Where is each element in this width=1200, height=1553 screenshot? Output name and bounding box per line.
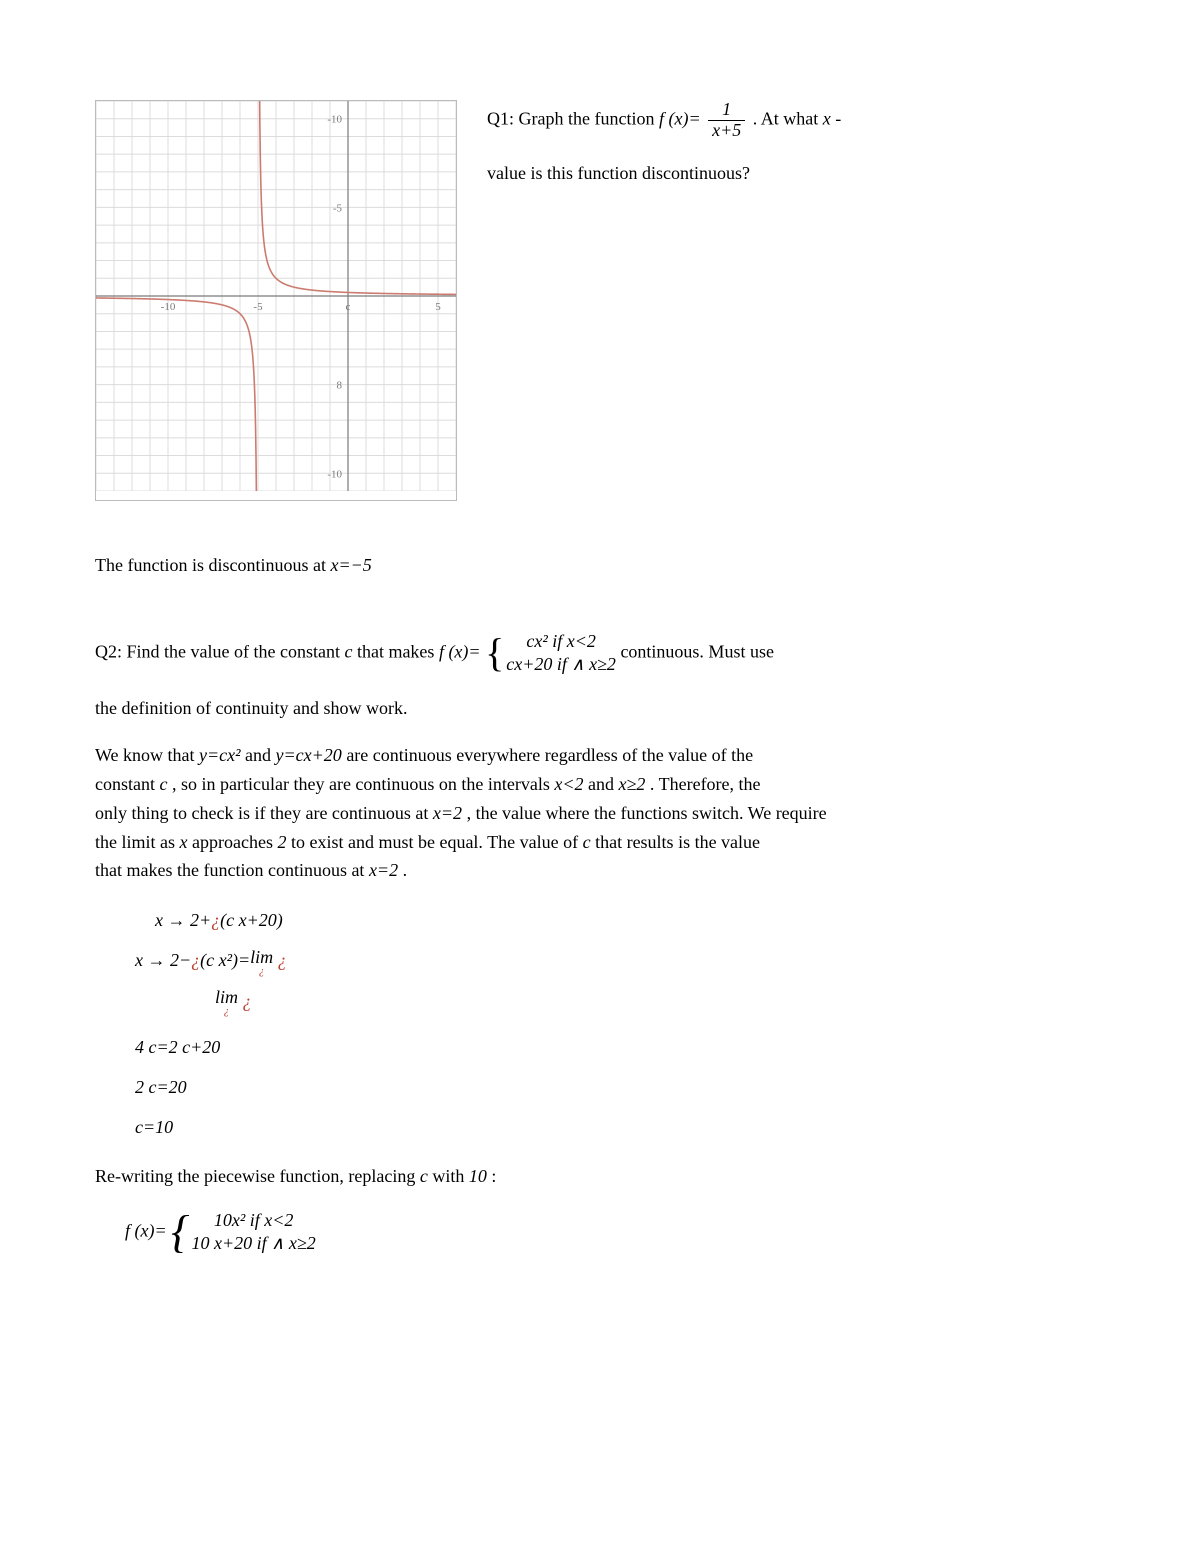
wl1a: x → 2+ (155, 910, 211, 930)
q1-text-b: . At what (753, 108, 823, 128)
frac-num: 1 (708, 100, 745, 121)
q1-text-a: Q1: Graph the function (487, 108, 659, 128)
limtop1: lim (250, 948, 273, 966)
wl2i: ¿ (191, 950, 200, 970)
int1: x<2 (554, 774, 583, 794)
q1-line2: value is this function discontinuous? (487, 159, 1105, 188)
n2: 2 (277, 832, 286, 852)
final-lhs: f (x)= (125, 1221, 167, 1241)
eq-x2b: x=2 (369, 860, 398, 880)
q2-para1: We know that y=cx² and y=cx+20 are conti… (95, 741, 1105, 885)
t3: are continuous everywhere regardless of … (346, 745, 753, 765)
eq-y1: y=cx² (199, 745, 241, 765)
svg-text:-10: -10 (161, 301, 176, 313)
final-piecewise: { 10x² if x<2 10 x+20 if ∧ x≥2 (171, 1209, 316, 1256)
svg-text:-10: -10 (327, 114, 342, 126)
work-l6: c=10 (135, 1110, 1105, 1144)
lim1: lim¿ (250, 948, 273, 977)
svg-text:8: 8 (337, 380, 343, 392)
work-l5: 2 c=20 (135, 1070, 1105, 1104)
t8: only thing to check is if they are conti… (95, 803, 433, 823)
t1: We know that (95, 745, 199, 765)
document-page: -10-5c5-10-58-10 Q1: Graph the function … (0, 0, 1200, 1553)
eq-x2: x=2 (433, 803, 462, 823)
q2-prompt-line1: Q2: Find the value of the constant c tha… (95, 630, 1105, 677)
svg-text:-5: -5 (333, 202, 343, 214)
wl2b: (c x²)= (200, 950, 250, 970)
t14: that makes the function continuous at (95, 860, 369, 880)
t15: . (403, 860, 408, 880)
svg-text:c: c (346, 301, 351, 313)
q1-answer: The function is discontinuous at x=−5 (95, 551, 1105, 580)
lim2: lim¿ (215, 988, 238, 1017)
work-l3: lim¿ ¿ (215, 984, 1105, 1018)
limtop2: lim (215, 988, 238, 1006)
q1-fraction: 1 x+5 (708, 100, 745, 141)
q1-var-x: x (823, 108, 831, 128)
left-brace-icon: { (485, 633, 504, 673)
t11: approaches (192, 832, 277, 852)
t2: and (245, 745, 276, 765)
int2: x≥2 (619, 774, 646, 794)
q1-prompt: Q1: Graph the function f (x)= 1 x+5 . At… (487, 100, 1105, 205)
limbot2: ¿ (224, 1006, 230, 1017)
graph-svg: -10 -5 c 5 -10 -5 8 -10 (96, 101, 456, 491)
q2-piecewise: { cx² if x<2 cx+20 if ∧ x≥2 (485, 630, 616, 677)
q2-text-b: that makes (357, 641, 439, 661)
t5: , so in particular they are continuous o… (172, 774, 554, 794)
svg-text:-10: -10 (327, 468, 342, 480)
work-l1: x → 2+¿(c x+20) (155, 903, 1105, 937)
t10: the limit as (95, 832, 180, 852)
t6: and (588, 774, 619, 794)
q2-prompt-line2: the definition of continuity and show wo… (95, 694, 1105, 723)
q2-text-c: continuous. Must use (620, 641, 774, 661)
work-l2: x → 2−¿(c x²)=lim¿ ¿ (135, 943, 1105, 977)
rw-b: with (432, 1166, 469, 1186)
piece-1: cx² if x<2 (506, 630, 616, 653)
wl2i2: ¿ (278, 950, 287, 970)
limbot1: ¿ (259, 966, 265, 977)
q1-row: -10 -5 c 5 -10 -5 8 -10 Q1: Graph the function … (95, 100, 1105, 501)
rw-c2: : (491, 1166, 496, 1186)
q2-final: f (x)= { 10x² if x<2 10 x+20 if ∧ x≥2 (125, 1209, 1105, 1256)
svg-text:-5: -5 (253, 301, 263, 313)
t7: . Therefore, the (650, 774, 761, 794)
wl3i: ¿ (243, 991, 252, 1011)
function-graph: -10 -5 c 5 -10 -5 8 -10 (95, 100, 457, 501)
q2-work: x → 2+¿(c x+20) x → 2−¿(c x²)=lim¿ ¿ lim… (135, 903, 1105, 1144)
svg-text:5: 5 (435, 301, 441, 313)
rw-10: 10 (469, 1166, 487, 1186)
vc1: c (160, 774, 168, 794)
vx: x (180, 832, 188, 852)
frac-den: x+5 (708, 121, 745, 141)
q2-func-lhs: f (x)= (439, 641, 481, 661)
final-body: 10x² if x<2 10 x+20 if ∧ x≥2 (192, 1209, 316, 1256)
eq-y2: y=cx+20 (276, 745, 342, 765)
q1-text-c: - (835, 108, 841, 128)
piece-2: cx+20 if ∧ x≥2 (506, 653, 616, 676)
final-p1: 10x² if x<2 (192, 1209, 316, 1232)
vc2: c (583, 832, 591, 852)
q2-text-a: Q2: Find the value of the constant (95, 641, 344, 661)
t12: to exist and must be equal. The value of (291, 832, 583, 852)
q1-line1: Q1: Graph the function f (x)= 1 x+5 . At… (487, 100, 1105, 141)
rw-c: c (420, 1166, 428, 1186)
rw-a: Re-writing the piecewise function, repla… (95, 1166, 420, 1186)
t13: that results is the value (595, 832, 760, 852)
wl1b: (c x+20) (220, 910, 283, 930)
wl2a: x → 2− (135, 950, 191, 970)
piecewise-body: cx² if x<2 cx+20 if ∧ x≥2 (506, 630, 616, 677)
wl1i: ¿ (211, 910, 220, 930)
t4: constant (95, 774, 160, 794)
work-l4: 4 c=2 c+20 (135, 1030, 1105, 1064)
q1-func-lhs: f (x)= (659, 108, 701, 128)
t9: , the value where the functions switch. … (467, 803, 827, 823)
q1-answer-eq: x=−5 (330, 555, 371, 575)
q1-answer-text: The function is discontinuous at (95, 555, 330, 575)
q2-var-c: c (344, 641, 352, 661)
left-brace-icon: { (171, 1209, 189, 1255)
q2-rewrite: Re-writing the piecewise function, repla… (95, 1162, 1105, 1191)
final-p2: 10 x+20 if ∧ x≥2 (192, 1232, 316, 1255)
